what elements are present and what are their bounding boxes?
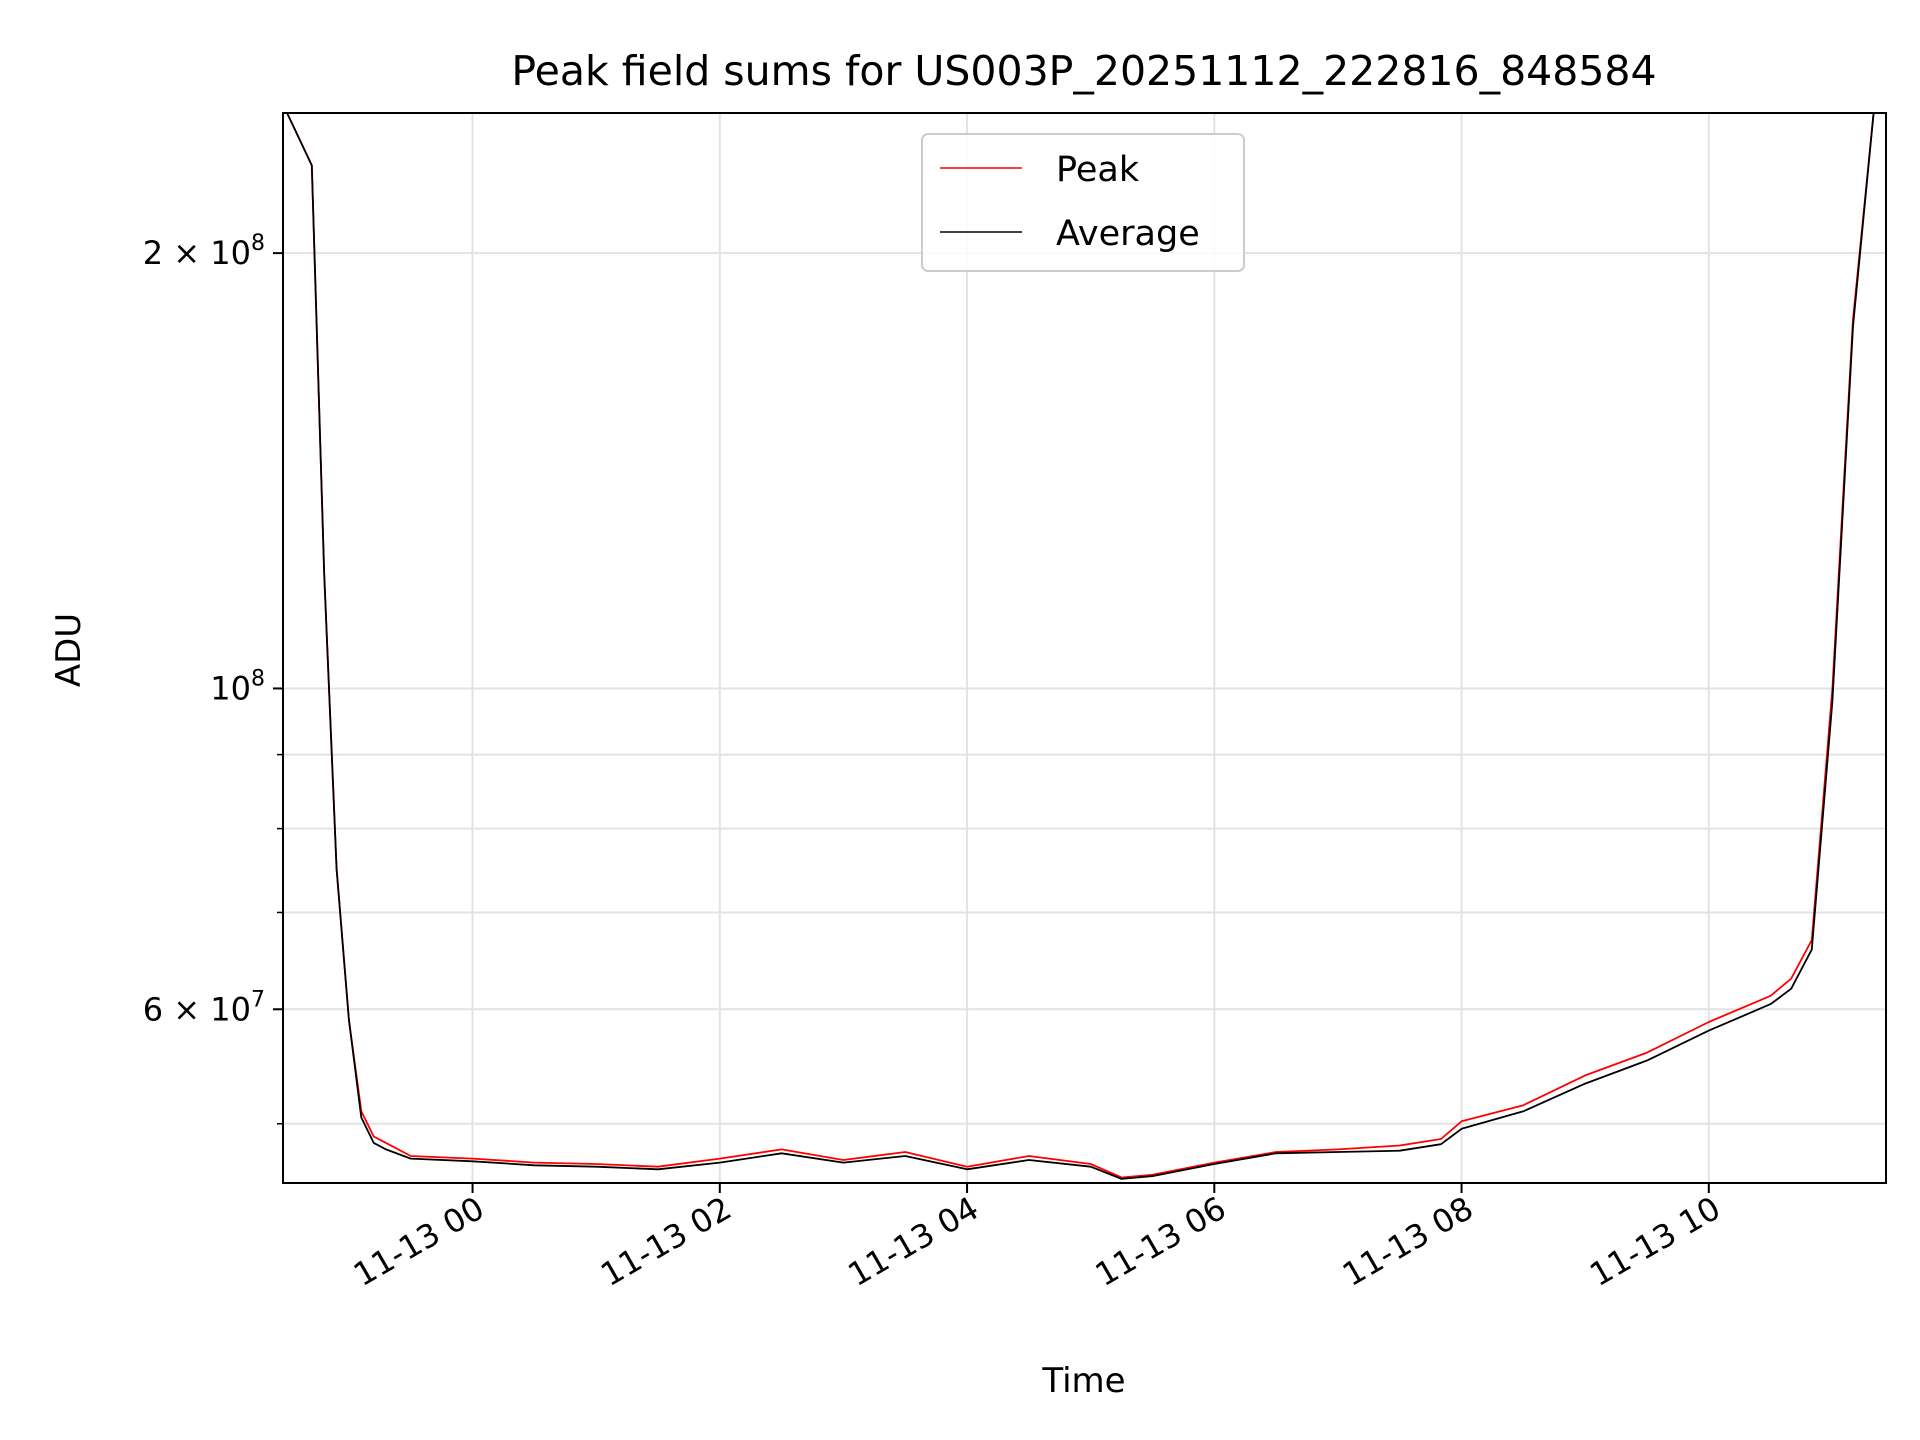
y-tick-label: 2 × 108 bbox=[143, 231, 265, 272]
series-line-average bbox=[286, 113, 1875, 1180]
series-line-peak bbox=[286, 113, 1875, 1179]
legend: Peak Average bbox=[921, 133, 1245, 272]
x-axis-title: Time bbox=[1041, 1361, 1125, 1401]
legend-label-average: Average bbox=[1056, 214, 1200, 254]
plot-frame bbox=[282, 112, 1887, 1184]
y-axis-title: ADU bbox=[49, 613, 89, 687]
series-lines bbox=[286, 113, 1875, 1180]
chart-title: Peak field sums for US003P_20251112_2228… bbox=[511, 47, 1656, 95]
y-tick-label: 6 × 107 bbox=[143, 987, 265, 1028]
legend-label-peak: Peak bbox=[1056, 150, 1140, 190]
